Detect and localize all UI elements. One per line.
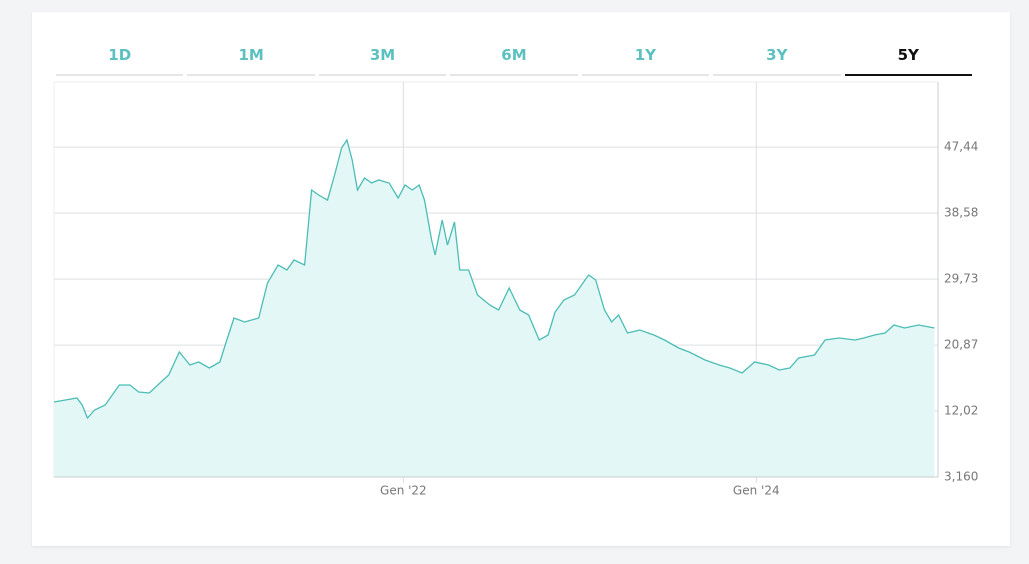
price-line — [53, 138, 935, 420]
area-fill — [54, 140, 935, 477]
y-tick-label: 47,44 — [944, 140, 978, 154]
y-tick-label: 38,58 — [944, 206, 978, 220]
y-tick-label: 3,160 — [944, 470, 978, 484]
range-tab[interactable]: 6M — [450, 42, 578, 76]
range-tab[interactable]: 1D — [56, 42, 184, 76]
range-tab[interactable]: 1Y — [581, 42, 710, 76]
x-tick-label: Gen '22 — [380, 484, 427, 498]
y-tick-label: 29,73 — [944, 272, 978, 286]
range-tab[interactable]: 3M — [318, 42, 447, 76]
range-tab[interactable]: 3Y — [713, 42, 841, 76]
y-tick-label: 20,87 — [944, 338, 978, 352]
y-tick-label: 12,02 — [944, 404, 978, 418]
range-tab[interactable]: 5Y — [844, 42, 972, 76]
x-tick-label: Gen '24 — [733, 484, 780, 498]
range-tab[interactable]: 1M — [187, 42, 315, 76]
range-tabs: 1D 1M 3M 6M 1Y 3Y 5Y — [56, 42, 972, 76]
